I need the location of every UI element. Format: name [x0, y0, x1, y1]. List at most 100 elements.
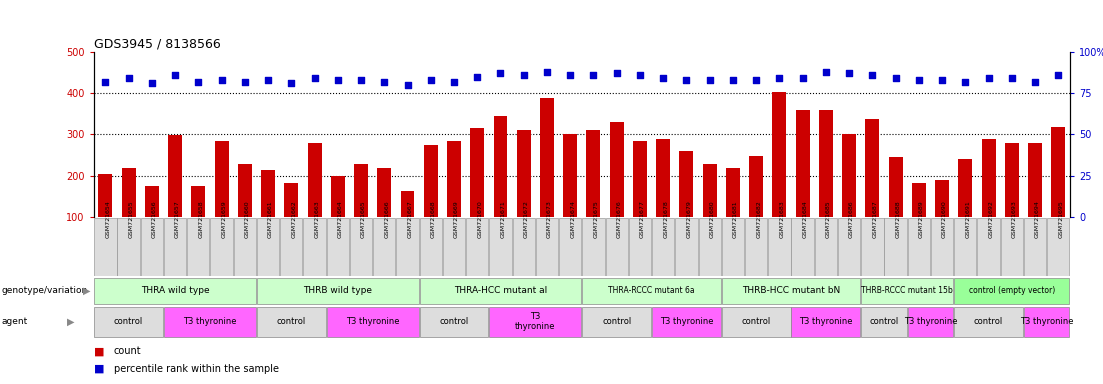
Text: GSM721677: GSM721677 [640, 200, 645, 238]
Text: THRA-HCC mutant al: THRA-HCC mutant al [453, 286, 547, 295]
Point [1049, 72, 1067, 78]
Text: GSM721692: GSM721692 [988, 200, 994, 238]
FancyBboxPatch shape [815, 218, 837, 276]
Bar [470, 128, 484, 217]
FancyBboxPatch shape [606, 218, 628, 276]
Bar [424, 145, 438, 217]
Text: agent: agent [1, 317, 28, 326]
Point [1026, 78, 1043, 84]
FancyBboxPatch shape [280, 218, 302, 276]
Bar [377, 168, 392, 217]
Text: GSM721656: GSM721656 [152, 200, 157, 238]
Text: genotype/variation: genotype/variation [1, 286, 87, 295]
Text: percentile rank within the sample: percentile rank within the sample [114, 364, 279, 374]
Point [748, 77, 765, 83]
Text: GSM721686: GSM721686 [849, 200, 854, 238]
Bar [633, 141, 647, 217]
Bar [959, 159, 973, 217]
Text: GSM721660: GSM721660 [245, 200, 249, 238]
Text: GSM721671: GSM721671 [501, 200, 505, 238]
Text: GSM721675: GSM721675 [593, 200, 599, 238]
Point [375, 78, 393, 84]
Point [864, 72, 881, 78]
Text: T3
thyronine: T3 thyronine [515, 312, 556, 331]
FancyBboxPatch shape [652, 218, 674, 276]
Point [143, 80, 161, 86]
Text: GSM721661: GSM721661 [268, 200, 274, 238]
Text: GSM721690: GSM721690 [942, 200, 947, 238]
Bar [168, 135, 182, 217]
Point [561, 72, 579, 78]
Point [190, 78, 207, 84]
FancyBboxPatch shape [94, 306, 163, 337]
Point [817, 69, 835, 75]
FancyBboxPatch shape [954, 306, 1022, 337]
FancyBboxPatch shape [326, 306, 419, 337]
Bar [726, 168, 740, 217]
Point [585, 72, 602, 78]
Text: THRB-HCC mutant bN: THRB-HCC mutant bN [742, 286, 840, 295]
Bar [493, 116, 507, 217]
Text: control: control [741, 317, 771, 326]
Bar [889, 157, 902, 217]
Text: ■: ■ [94, 364, 105, 374]
Point [631, 72, 649, 78]
Point [97, 78, 115, 84]
FancyBboxPatch shape [141, 218, 163, 276]
FancyBboxPatch shape [954, 218, 976, 276]
Text: THRB-RCCC mutant 15b: THRB-RCCC mutant 15b [861, 286, 953, 295]
FancyBboxPatch shape [908, 306, 953, 337]
Text: T3 thyronine: T3 thyronine [903, 317, 957, 326]
Text: GSM721688: GSM721688 [896, 200, 900, 238]
Bar [749, 156, 763, 217]
Text: GSM721679: GSM721679 [686, 200, 692, 238]
Text: GSM721669: GSM721669 [454, 200, 459, 238]
FancyBboxPatch shape [326, 218, 349, 276]
Text: control: control [869, 317, 899, 326]
FancyBboxPatch shape [629, 218, 651, 276]
Text: GSM721672: GSM721672 [524, 200, 528, 238]
FancyBboxPatch shape [721, 278, 860, 304]
Bar [1005, 144, 1019, 217]
Bar [354, 164, 368, 217]
Text: T3 thyronine: T3 thyronine [346, 317, 399, 326]
FancyBboxPatch shape [861, 278, 953, 304]
Text: THRA-RCCC mutant 6a: THRA-RCCC mutant 6a [608, 286, 695, 295]
Point [515, 72, 533, 78]
Text: GSM721691: GSM721691 [965, 200, 971, 238]
Bar [772, 92, 786, 217]
FancyBboxPatch shape [861, 218, 884, 276]
Text: THRA wild type: THRA wild type [141, 286, 210, 295]
Point [956, 78, 974, 84]
FancyBboxPatch shape [1047, 218, 1070, 276]
Text: ■: ■ [94, 346, 105, 356]
Text: GSM721670: GSM721670 [478, 200, 482, 238]
Bar [192, 186, 205, 217]
Text: GSM721695: GSM721695 [1058, 200, 1063, 238]
Text: ▶: ▶ [83, 286, 90, 296]
FancyBboxPatch shape [536, 218, 558, 276]
Text: control (empty vector): control (empty vector) [968, 286, 1054, 295]
Point [352, 77, 370, 83]
FancyBboxPatch shape [792, 218, 814, 276]
FancyBboxPatch shape [908, 218, 930, 276]
FancyBboxPatch shape [977, 218, 999, 276]
FancyBboxPatch shape [582, 218, 604, 276]
Text: GSM721678: GSM721678 [663, 200, 668, 238]
FancyBboxPatch shape [117, 218, 140, 276]
FancyBboxPatch shape [582, 306, 651, 337]
FancyBboxPatch shape [1024, 218, 1047, 276]
Point [794, 75, 812, 81]
Text: GSM721667: GSM721667 [407, 200, 413, 238]
Text: T3 thyronine: T3 thyronine [183, 317, 237, 326]
Point [213, 77, 231, 83]
Text: GSM721674: GSM721674 [570, 200, 575, 238]
Text: GSM721673: GSM721673 [547, 200, 552, 238]
Bar [516, 130, 531, 217]
Point [329, 77, 346, 83]
FancyBboxPatch shape [396, 218, 419, 276]
FancyBboxPatch shape [442, 218, 465, 276]
Bar [261, 170, 275, 217]
Point [306, 75, 323, 81]
FancyBboxPatch shape [257, 218, 279, 276]
